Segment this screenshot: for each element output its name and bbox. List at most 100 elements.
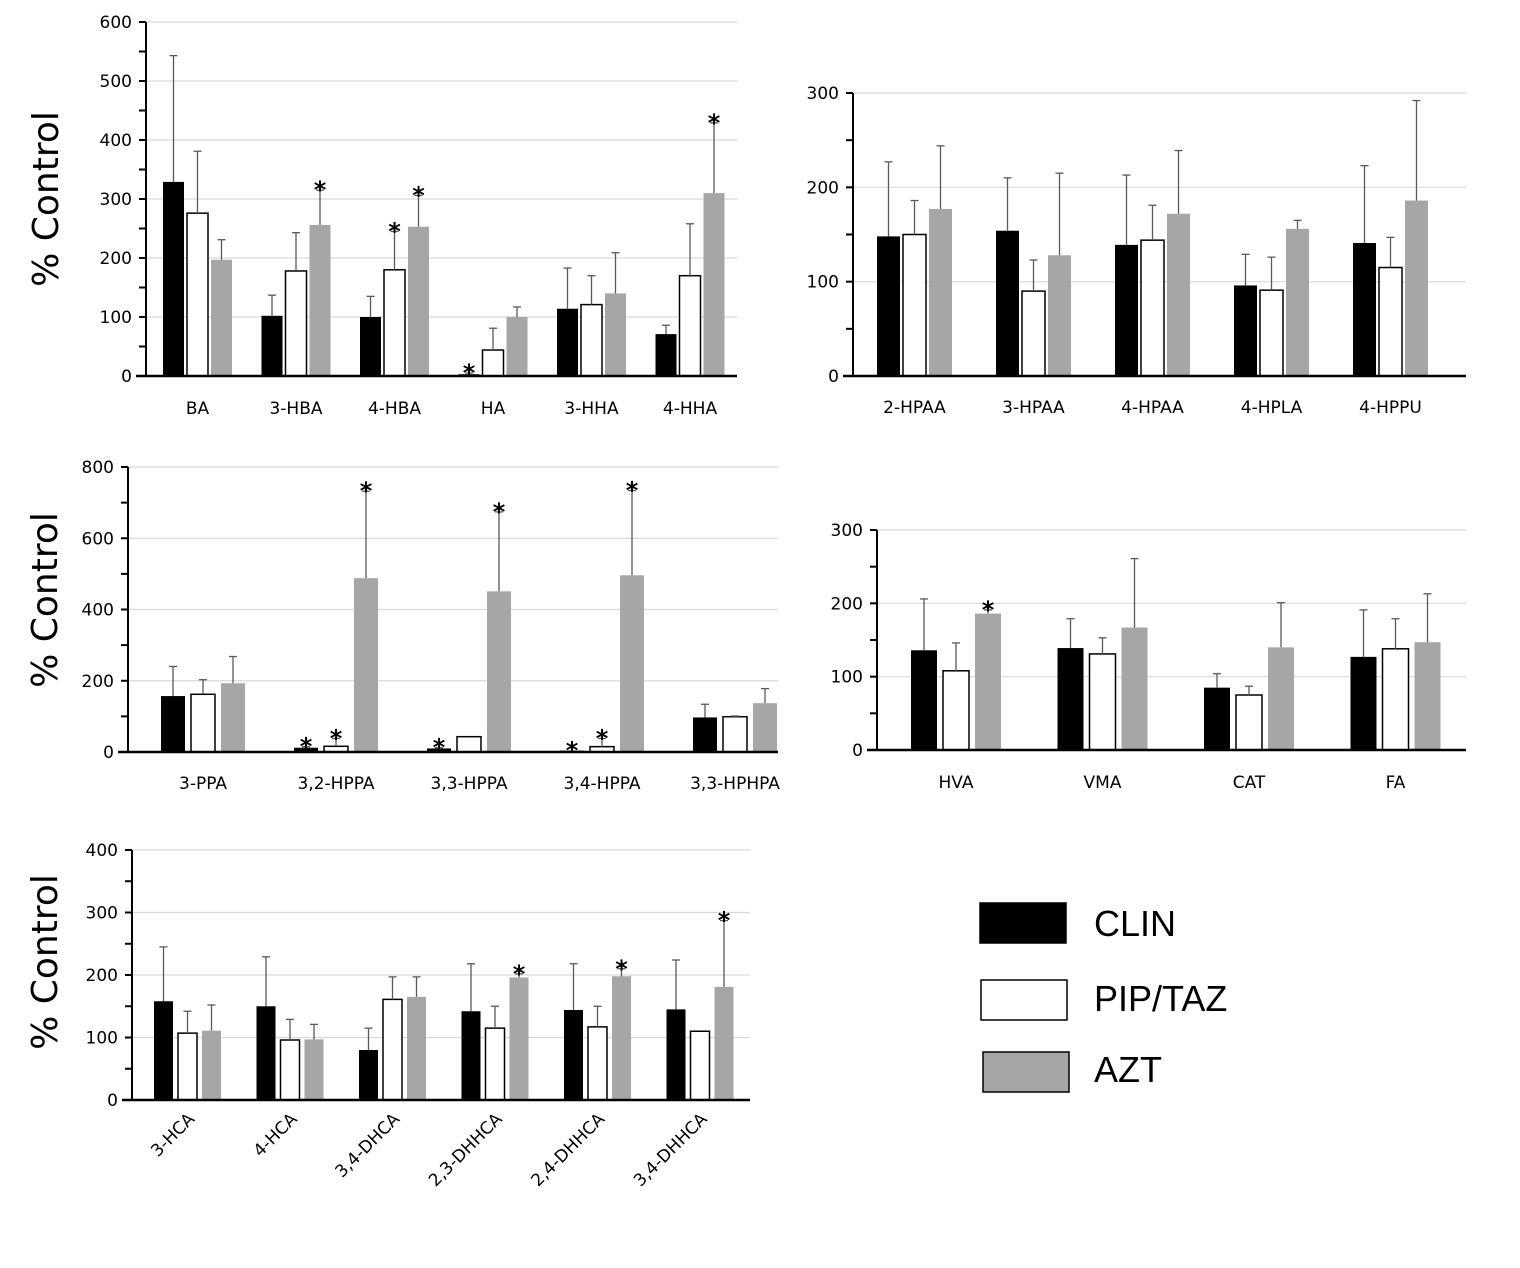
bar-azt — [309, 224, 331, 376]
bar-azt — [211, 259, 232, 376]
x-tick-label: 3,3-HPPA — [431, 774, 508, 794]
significance-marker: * — [314, 176, 327, 204]
x-tick-label: 3,2-HPPA — [298, 774, 375, 794]
x-tick-label: HVA — [939, 773, 974, 793]
y-axis-label: % Control — [25, 512, 66, 688]
bar-clin — [256, 1006, 276, 1100]
significance-marker: * — [982, 596, 995, 624]
bar-azt — [975, 613, 1001, 750]
x-tick-label: 4-HPAA — [1121, 398, 1184, 418]
bar-azt — [487, 591, 511, 752]
bar-azt — [1268, 647, 1294, 750]
bar-azt — [1405, 200, 1428, 376]
bar-pip-taz — [1259, 289, 1284, 377]
bar-pip-taz — [689, 1030, 711, 1101]
bar-azt — [612, 976, 631, 1100]
y-axis-label: % Control — [25, 874, 66, 1050]
bar-azt — [221, 683, 245, 752]
y-tick-label: 0 — [107, 1091, 118, 1111]
y-tick-label: 200 — [100, 249, 132, 269]
x-tick-label: 3,4-DHHCA — [630, 1109, 712, 1191]
x-tick-label: 3-PPA — [179, 774, 227, 794]
bar-pip-taz — [942, 670, 970, 751]
bar-clin — [1057, 648, 1084, 750]
y-tick-label: 300 — [86, 904, 118, 924]
significance-marker: * — [300, 733, 313, 761]
bar-clin — [911, 650, 937, 750]
bar-azt — [408, 226, 429, 376]
bar-clin — [1353, 242, 1376, 376]
significance-marker: * — [493, 498, 506, 526]
legend-label-clin: CLIN — [1094, 903, 1176, 944]
legend-label-pip-taz: PIP/TAZ — [1094, 978, 1227, 1019]
x-tick-label: 3,3-HPHPA — [690, 774, 780, 794]
bar-azt — [1414, 642, 1441, 750]
bar-clin — [461, 1011, 481, 1100]
bar-pip-taz — [1140, 239, 1165, 377]
bar-clin — [1115, 244, 1138, 376]
bar-pip-taz — [177, 1032, 198, 1101]
y-tick-label: 100 — [86, 1029, 118, 1049]
y-tick-label: 600 — [82, 529, 114, 549]
bar-clin — [360, 317, 381, 376]
significance-marker: * — [433, 734, 446, 762]
y-tick-label: 100 — [807, 273, 839, 293]
panel-benzoic-hippuric-acids: 0 100 200 300 400 500 600 % Control BA * 3-HBA * * 4-… — [26, 13, 737, 419]
y-tick-label: 400 — [86, 841, 118, 861]
x-tick-label: 3,4-DHCA — [332, 1109, 405, 1182]
x-tick-label: CAT — [1233, 773, 1266, 793]
legend-swatch-pip-taz — [980, 979, 1068, 1021]
bar-pip-taz — [1021, 290, 1046, 377]
bar-azt — [407, 996, 426, 1100]
y-tick-label: 300 — [100, 190, 132, 210]
significance-marker: * — [330, 724, 343, 752]
bar-azt — [506, 317, 528, 376]
y-tick-label: 0 — [852, 741, 863, 761]
significance-marker: * — [615, 955, 628, 983]
bar-azt — [753, 703, 777, 752]
bar-azt — [929, 209, 952, 376]
panel-phenylpropionic-acids: 0 200 400 600 800 % Control 3-PPA * * * 3,2-HPPA * *… — [25, 458, 780, 794]
bar-pip-taz — [186, 212, 209, 377]
significance-marker: * — [463, 359, 476, 387]
bar-azt — [202, 1030, 221, 1100]
x-tick-label: 2,3-DHHCA — [425, 1109, 507, 1191]
bar-pip-taz — [722, 715, 748, 753]
y-tick-label: 200 — [807, 178, 839, 198]
bar-azt — [1048, 255, 1071, 376]
bar-pip-taz — [1378, 266, 1403, 377]
x-tick-label: HA — [481, 399, 506, 419]
x-tick-label: 3-HCA — [147, 1109, 199, 1161]
bar-azt — [605, 293, 626, 376]
legend-swatch-azt — [982, 1051, 1070, 1093]
bar-pip-taz — [902, 233, 927, 377]
bar-pip-taz — [1381, 648, 1410, 751]
y-tick-label: 100 — [100, 308, 132, 328]
bar-clin — [1350, 656, 1377, 750]
bar-pip-taz — [383, 269, 406, 377]
bar-azt — [509, 977, 529, 1100]
bar-azt — [714, 986, 734, 1100]
x-tick-label: 3-HHA — [564, 399, 619, 419]
bar-azt — [620, 575, 644, 752]
x-tick-label: 4-HHA — [663, 399, 718, 419]
bar-clin — [163, 181, 184, 376]
bar-azt — [1121, 627, 1148, 750]
bar-clin — [154, 1001, 173, 1100]
panel-cinnamic-acids: 0 100 200 300 400 % Control 3-HCA 4-HCA 3,4-DHCA… — [25, 841, 750, 1191]
bar-clin — [996, 230, 1019, 376]
x-tick-label: VMA — [1084, 773, 1122, 793]
bar-pip-taz — [190, 693, 216, 753]
y-tick-label: 400 — [100, 131, 132, 151]
y-tick-label: 0 — [103, 743, 114, 763]
significance-marker: * — [708, 109, 721, 137]
bar-pip-taz — [481, 349, 505, 377]
significance-marker: * — [718, 907, 731, 935]
bar-azt — [1167, 213, 1190, 376]
x-tick-label: 3-HPAA — [1002, 398, 1065, 418]
x-tick-label: 4-HPLA — [1241, 398, 1303, 418]
significance-marker: * — [566, 737, 579, 765]
bar-clin — [1234, 285, 1257, 376]
significance-marker: * — [626, 477, 639, 505]
y-tick-label: 300 — [807, 84, 839, 104]
